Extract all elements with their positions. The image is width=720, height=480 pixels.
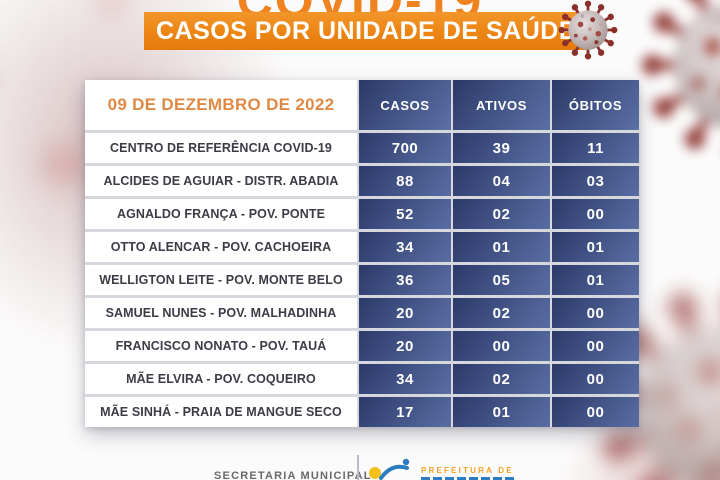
casos-value-cell: 36 — [359, 265, 451, 295]
column-header-obitos: ÓBITOS — [552, 80, 639, 130]
casos-value-cell: 52 — [359, 199, 451, 229]
obitos-value-cell: 00 — [552, 199, 639, 229]
casos-value-cell: 20 — [359, 331, 451, 361]
unit-name-cell: WELLIGTON LEITE - POV. MONTE BELO — [85, 265, 357, 295]
obitos-value-cell: 03 — [552, 166, 639, 196]
banner-title: CASOS POR UNIDADE DE SAÚDE — [144, 12, 588, 50]
unit-name-cell: ALCIDES DE AGUIAR - DISTR. ABADIA — [85, 166, 357, 196]
obitos-value-cell: 11 — [552, 133, 639, 163]
sun-icon — [369, 467, 381, 479]
obitos-value-cell: 01 — [552, 265, 639, 295]
casos-value-cell: 20 — [359, 298, 451, 328]
casos-value-cell: 34 — [359, 364, 451, 394]
unit-name-cell: OTTO ALENCAR - POV. CACHOEIRA — [85, 232, 357, 262]
ativos-value-cell: 04 — [453, 166, 550, 196]
casos-value-cell: 88 — [359, 166, 451, 196]
footer-city-name-cutoff — [421, 477, 517, 480]
cases-table: 09 DE DEZEMBRO DE 2022 CASOS ATIVOS ÓBIT… — [85, 80, 639, 427]
footer-prefeitura-label: PREFEITURA DE — [421, 466, 514, 475]
table-date-header: 09 DE DEZEMBRO DE 2022 — [85, 80, 357, 130]
unit-name-cell: MÃE SINHÁ - PRAIA DE MANGUE SECO — [85, 397, 357, 427]
casos-value-cell: 17 — [359, 397, 451, 427]
ativos-value-cell: 00 — [453, 331, 550, 361]
background-spot — [40, 145, 86, 185]
unit-name-cell: CENTRO DE REFERÊNCIA COVID-19 — [85, 133, 357, 163]
obitos-value-cell: 00 — [552, 364, 639, 394]
casos-value-cell: 700 — [359, 133, 451, 163]
ativos-value-cell: 02 — [453, 298, 550, 328]
column-header-ativos: ATIVOS — [453, 80, 550, 130]
unit-name-cell: MÃE ELVIRA - POV. COQUEIRO — [85, 364, 357, 394]
obitos-value-cell: 01 — [552, 232, 639, 262]
obitos-value-cell: 00 — [552, 331, 639, 361]
banner-title-label: CASOS POR UNIDADE DE SAÚDE — [156, 16, 576, 45]
ativos-value-cell: 05 — [453, 265, 550, 295]
ativos-value-cell: 02 — [453, 364, 550, 394]
casos-value-cell: 34 — [359, 232, 451, 262]
ativos-value-cell: 39 — [453, 133, 550, 163]
column-header-casos: CASOS — [359, 80, 451, 130]
ativos-value-cell: 02 — [453, 199, 550, 229]
footer-secretaria-label: SECRETARIA MUNICIPAL — [214, 470, 372, 480]
unit-name-cell: SAMUEL NUNES - POV. MALHADINHA — [85, 298, 357, 328]
obitos-value-cell: 00 — [552, 298, 639, 328]
ativos-value-cell: 01 — [453, 397, 550, 427]
footer-divider — [357, 455, 359, 480]
obitos-value-cell: 00 — [552, 397, 639, 427]
unit-name-cell: FRANCISCO NONATO - POV. TAUÁ — [85, 331, 357, 361]
unit-name-cell: AGNALDO FRANÇA - POV. PONTE — [85, 199, 357, 229]
prefeitura-logo-swoosh-icon — [379, 458, 410, 480]
ativos-value-cell: 01 — [453, 232, 550, 262]
coronavirus-icon — [557, 0, 619, 60]
